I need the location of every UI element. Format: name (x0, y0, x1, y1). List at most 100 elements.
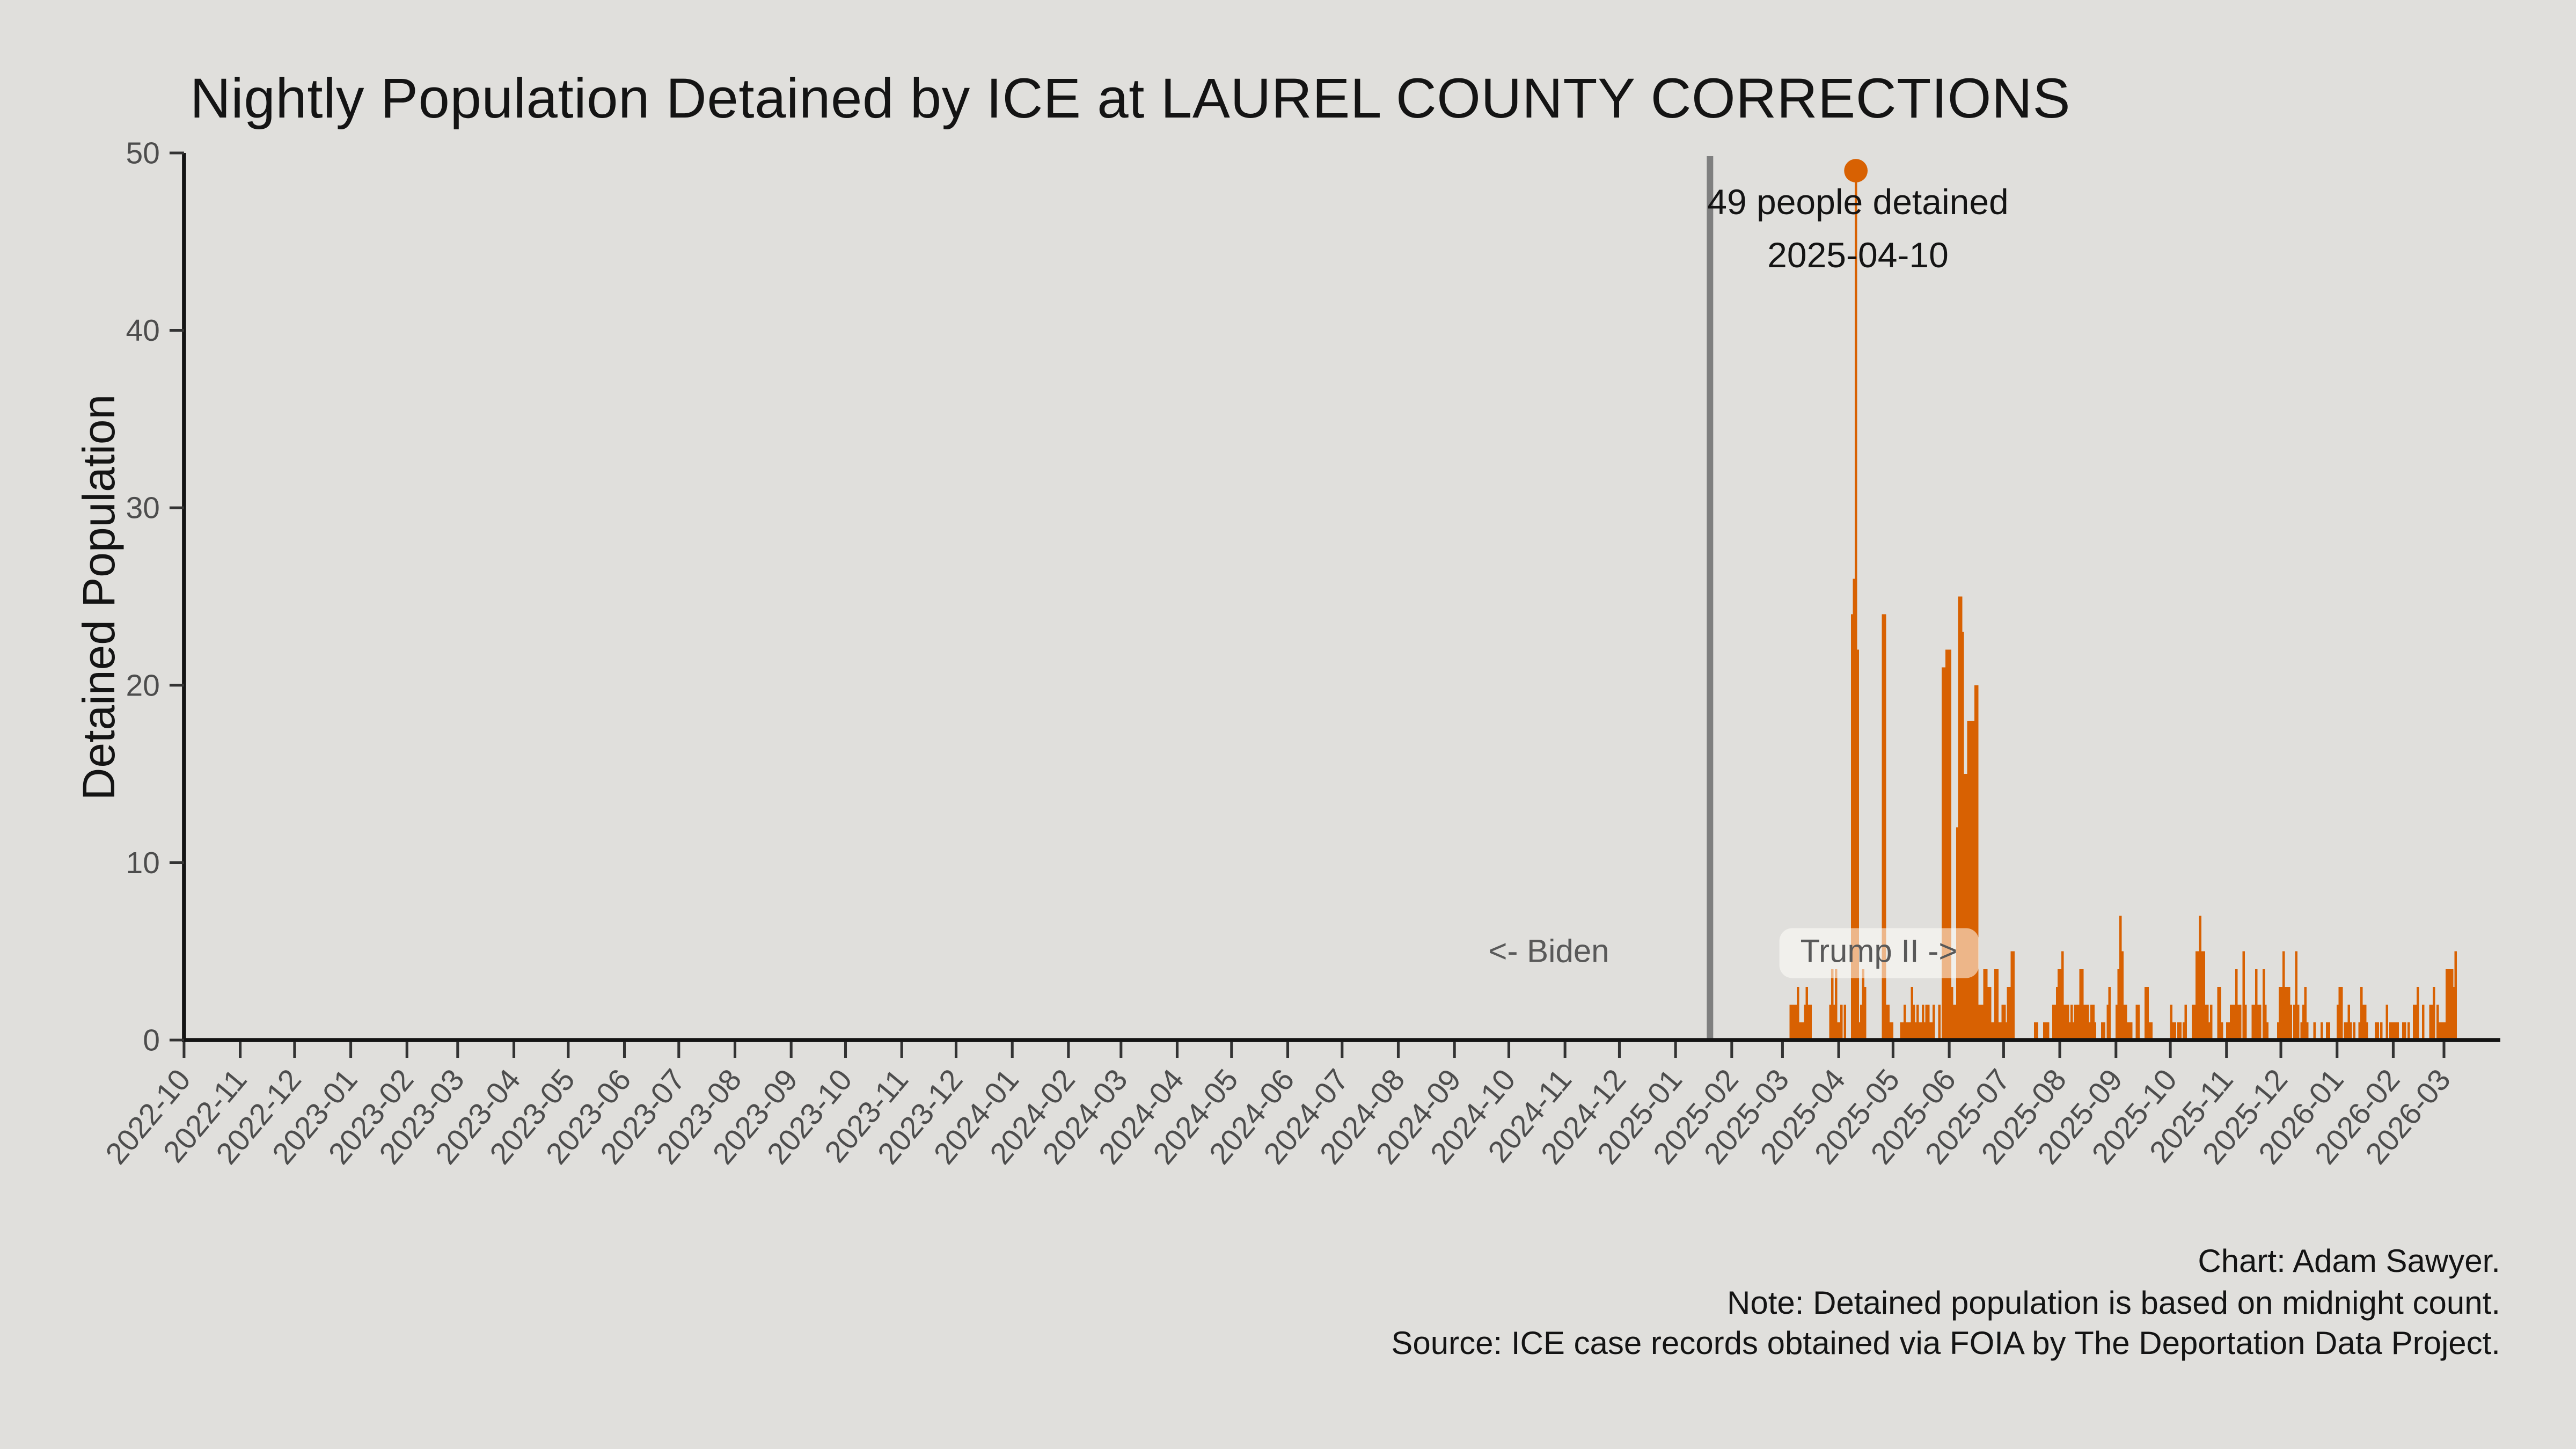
detained-count-bar (1904, 1004, 1906, 1040)
detained-count-bar (1978, 1004, 1981, 1040)
detained-count-bar (2170, 1004, 2173, 1040)
detained-count-bar (2325, 1022, 2329, 1040)
detained-count-bar (1994, 969, 1997, 1040)
detained-count-bar (2436, 1004, 2439, 1040)
detained-count-bar (2052, 1004, 2055, 1040)
detained-count-bar (1945, 649, 1948, 1040)
detained-count-bar (2347, 1004, 2350, 1040)
detained-count-bar (1862, 969, 1864, 1040)
detained-count-bar (2034, 1022, 2037, 1040)
detained-count-bar (2228, 1022, 2231, 1040)
detained-count-bar (2362, 1004, 2365, 1040)
detained-count-bar (2344, 1022, 2347, 1040)
detained-count-bar (1909, 1022, 1912, 1040)
detained-count-bar (2440, 1022, 2443, 1040)
detained-count-bar (2046, 1022, 2050, 1040)
detained-count-bar (1796, 986, 1799, 1040)
detained-count-bar (2219, 986, 2222, 1040)
detained-count-bar (1925, 1004, 1928, 1040)
detained-count-bar (2366, 1022, 2368, 1040)
detained-count-bar (2192, 1004, 2194, 1040)
detained-count-bar (2126, 1022, 2129, 1040)
detained-count-bar (1805, 986, 1809, 1040)
detained-count-bar (1916, 1004, 1919, 1040)
detained-count-bar (2177, 1022, 2180, 1040)
detained-count-bar (1918, 1022, 1921, 1040)
detained-count-bar (2070, 1004, 2073, 1040)
detained-count-bar (1834, 969, 1838, 1040)
detained-count-bar (1798, 1022, 1801, 1040)
detained-count-bar (2065, 1004, 2068, 1040)
detained-count-bar (2407, 1022, 2410, 1040)
detained-count-bar (1959, 596, 1963, 1040)
detained-count-bar (1829, 1004, 1832, 1040)
detained-count-bar (2231, 1004, 2234, 1040)
detained-count-bar (2349, 1022, 2352, 1040)
detained-count-bar (2429, 1004, 2432, 1040)
detained-count-bar (2145, 986, 2147, 1040)
detained-count-bar (1990, 1022, 1993, 1040)
detained-count-bar (2453, 986, 2455, 1040)
detained-count-bar (1860, 1004, 1863, 1040)
detained-count-bar (1809, 1004, 1812, 1040)
detained-count-bar (1831, 969, 1834, 1040)
detained-count-bar (2012, 951, 2015, 1040)
detained-count-bar (2101, 1022, 2104, 1040)
detained-count-bar (1833, 1004, 1835, 1040)
detained-count-bar (2005, 1022, 2008, 1040)
detained-count-bar (2003, 1004, 2006, 1040)
detained-count-bar (1807, 1004, 1810, 1040)
detained-count-bar (1972, 720, 1975, 1040)
detained-count-bar (2197, 951, 2200, 1040)
peak-annotation-count: 49 people detained (1707, 182, 2009, 222)
detained-count-bar (1882, 614, 1885, 1040)
detained-count-bar (2280, 986, 2283, 1040)
detained-count-bar (2087, 1004, 2089, 1040)
detained-count-bar (1889, 1022, 1892, 1040)
detained-count-bar (2130, 1022, 2133, 1040)
detained-count-bar (2171, 1022, 2175, 1040)
detained-count-bar (2259, 1004, 2262, 1040)
detained-count-bar (2255, 969, 2258, 1040)
detained-count-bar (1981, 1004, 1984, 1040)
detained-count-bar (2067, 1004, 2069, 1040)
detained-count-bar (2300, 1022, 2303, 1040)
detained-count-bar (1963, 774, 1966, 1040)
detained-count-bar (2313, 1022, 2316, 1040)
detained-count-bar (2209, 1004, 2213, 1040)
detained-count-bar (2338, 986, 2341, 1040)
detained-count-bar (1965, 774, 1968, 1040)
detained-count-bar (2244, 1004, 2247, 1040)
detained-count-bar (1968, 720, 1972, 1040)
detained-count-bar (2108, 986, 2111, 1040)
detained-count-bar (2200, 951, 2204, 1040)
detained-count-bar (2295, 951, 2298, 1040)
detained-count-bar (2454, 951, 2457, 1040)
detained-count-bar (2288, 986, 2290, 1040)
y-axis-title: Detained Population (74, 394, 124, 801)
detained-count-bar (1920, 1022, 1922, 1040)
detained-count-bar (2092, 1004, 2095, 1040)
detained-count-bar (2036, 1022, 2039, 1040)
y-tick-label: 20 (126, 668, 159, 702)
detained-count-bar (1863, 986, 1867, 1040)
detained-count-bar (2043, 1022, 2046, 1040)
detained-count-bar (2226, 1022, 2229, 1040)
detained-count-bar (1800, 1022, 1803, 1040)
detained-count-bar (2195, 951, 2198, 1040)
detained-count-bar (2229, 1004, 2233, 1040)
detained-count-bar (2103, 1022, 2106, 1040)
detained-count-bar (2438, 1022, 2441, 1040)
detained-count-bar (2061, 951, 2064, 1040)
detained-count-bar (2063, 1004, 2066, 1040)
detained-count-bar (1976, 685, 1979, 1040)
detained-count-bar (1950, 986, 1953, 1040)
detained-count-bar (2396, 1022, 2399, 1040)
detained-count-bar (2262, 969, 2265, 1040)
detained-count-bar (2286, 986, 2289, 1040)
detained-count-bar (2119, 916, 2122, 1040)
detained-count-bar (1923, 1022, 1926, 1040)
detained-count-bar (2045, 1022, 2048, 1040)
detained-count-bar (2340, 986, 2343, 1040)
